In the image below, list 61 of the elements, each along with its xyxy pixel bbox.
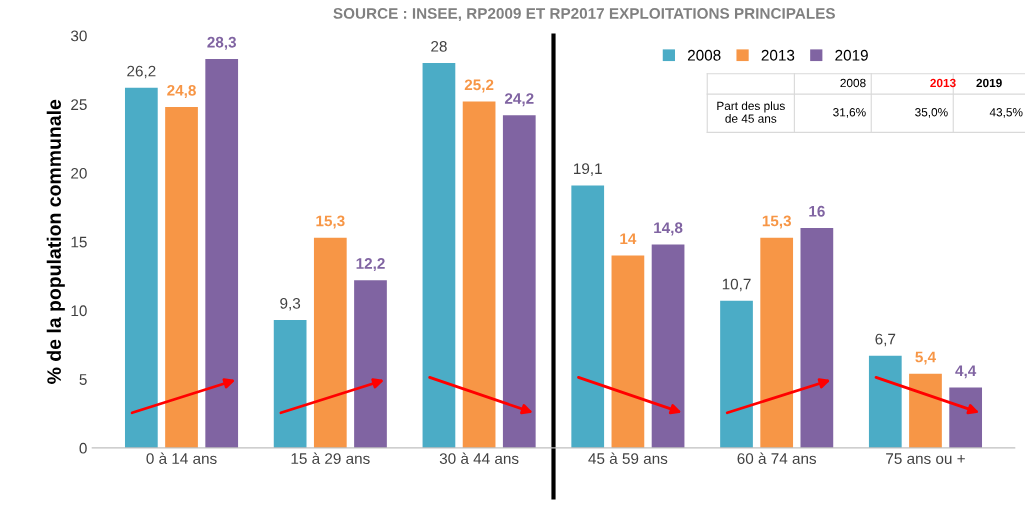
data-label: 19,1 [574,163,602,176]
data-label: 16 [809,205,825,217]
data-label: 26,2 [127,65,156,79]
x-tick-label: 75 ans ou + [886,453,965,464]
bar [909,373,942,448]
y-tick-label: 25 [71,99,87,111]
source-note: SOURCE : INSEE, RP2009 ET RP2017 EXPLOITATIONS PRINCIPALES [333,8,835,22]
data-label: 15,3 [316,215,345,229]
data-label: 24,2 [504,93,534,107]
annotation: Part des plus de 45 ans [717,101,785,123]
bar [205,58,239,448]
annotation: 2019 [976,78,1002,88]
data-label: 28 [431,40,447,52]
data-label: 5,4 [915,351,937,365]
bar [868,355,902,448]
bar [354,280,387,448]
annotation: 2008 [840,78,866,88]
annotation: 43,5% [989,108,1023,118]
legend-label: 2008 [687,49,721,61]
data-label: 14,8 [654,222,683,236]
data-label: 6,7 [875,333,896,347]
bar [502,115,536,448]
data-label: 10,7 [722,278,751,292]
bar [720,300,753,448]
bar [462,101,496,448]
x-tick-label: 15 à 29 ans [291,452,370,464]
x-tick-label: 45 à 59 ans [588,452,668,464]
y-tick-label: 5 [79,374,87,385]
data-label: 25,2 [464,79,494,93]
bar [571,185,605,448]
bar [800,228,834,448]
bar [273,320,307,448]
y-tick-label: 30 [70,30,87,42]
legend-label: 2019 [835,49,868,61]
data-label: 9,3 [280,297,301,311]
bar [760,237,794,448]
y-tick-label: 20 [71,167,87,179]
bar [422,63,456,448]
x-tick-label: 30 à 44 ans [439,452,519,464]
data-label: 4,4 [955,365,977,379]
data-label: 28,3 [207,36,237,50]
data-label: 15,3 [762,215,791,229]
x-tick-label: 60 à 74 ans [737,452,817,464]
annotation: 2013 [930,78,956,88]
annotation: 35,0% [915,108,948,118]
legend-label: 2013 [761,49,795,61]
data-label: 24,8 [167,84,196,98]
data-label: 12,2 [356,258,385,272]
bar [949,387,983,448]
bar [611,255,645,448]
bar [165,107,198,448]
y-tick-label: 15 [71,236,87,248]
bar [313,237,347,448]
bar [651,244,685,448]
data-label: 14 [620,233,637,245]
x-tick-label: 0 à 14 ans [146,452,217,464]
annotation: 31,6% [833,108,866,118]
y-axis-title: % de la population communale [46,99,65,384]
y-tick-label: 10 [71,305,87,317]
y-tick-label: 0 [79,442,87,454]
bar [124,87,158,448]
